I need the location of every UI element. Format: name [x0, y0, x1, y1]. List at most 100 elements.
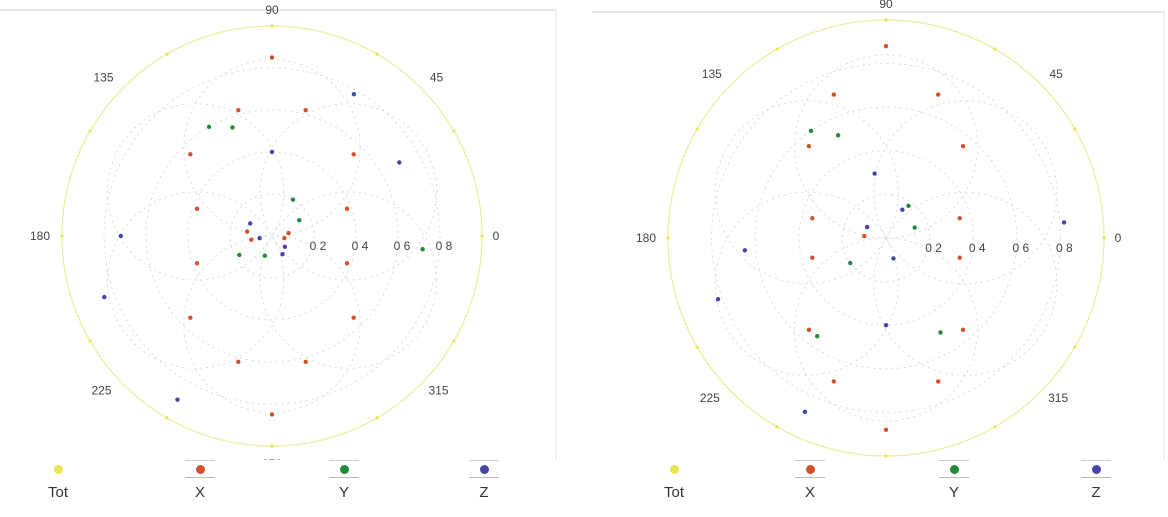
legend-line	[469, 460, 499, 461]
left-polar-chart: 0 45 90 135 180 225 270 315 0 2 0 4 0 6 0 8 Tot X Y…	[0, 0, 560, 517]
angle-tick-label: 270	[262, 457, 282, 460]
data-point-tot	[695, 127, 699, 131]
legend-dot	[670, 465, 679, 474]
radial-grid-circle	[798, 150, 974, 326]
legend-label-z: Z	[479, 484, 489, 501]
data-point-tot	[375, 52, 379, 56]
data-point-x	[351, 152, 356, 157]
legend-right: Tot X Y Z	[592, 460, 1168, 517]
data-point-x	[282, 235, 287, 241]
petal-grid-circle	[259, 103, 437, 281]
angle-tick-label: 315	[428, 383, 448, 397]
data-point-tot	[375, 416, 379, 420]
legend-dot	[54, 465, 63, 474]
data-point-tot	[480, 234, 484, 238]
data-point-z	[883, 323, 889, 328]
legend-marker-x	[185, 460, 215, 478]
angle-tick-label: 315	[1048, 391, 1068, 405]
legend-line	[469, 477, 499, 478]
legend-item-y: Y	[314, 460, 374, 501]
data-point-z	[257, 235, 262, 241]
data-point-x	[810, 255, 815, 260]
data-point-z	[872, 171, 877, 176]
data-point-x	[935, 92, 941, 97]
data-point-x	[883, 43, 889, 49]
angle-tick-label: 45	[430, 71, 444, 85]
petal-grid-circle	[183, 235, 361, 413]
legend-item-z: Z	[1066, 460, 1126, 501]
data-point-x	[269, 55, 275, 60]
legend-label-y: Y	[338, 484, 349, 501]
legend-line	[795, 477, 825, 478]
data-point-tot	[666, 236, 670, 240]
data-point-tot	[884, 18, 888, 22]
data-point-tot	[993, 425, 997, 429]
data-point-x	[194, 206, 200, 211]
data-point-tot	[884, 454, 888, 458]
data-point-x	[862, 233, 867, 239]
legend-item-tot: Tot	[28, 460, 88, 501]
petal-grid-circle	[714, 191, 899, 376]
petal-grid-circle	[794, 237, 978, 422]
legend-marker-tot	[43, 460, 73, 478]
data-point-x	[831, 379, 837, 384]
legend-item-x: X	[780, 460, 840, 501]
legend-marker-x	[795, 460, 825, 478]
data-point-x	[286, 230, 291, 236]
data-point-x	[188, 315, 193, 320]
radial-tick-label: 0 4	[969, 241, 986, 255]
data-point-y	[808, 128, 814, 134]
petal-grid-circle	[107, 191, 285, 369]
data-point-y	[297, 218, 302, 223]
data-point-x	[883, 427, 889, 433]
legend-line	[1081, 460, 1111, 461]
data-point-y	[206, 124, 212, 130]
data-point-tot	[452, 339, 456, 343]
data-point-z	[351, 91, 357, 97]
data-point-tot	[165, 52, 169, 56]
data-point-x	[810, 216, 815, 221]
legend-marker-y	[939, 460, 969, 478]
data-point-z	[900, 207, 905, 212]
legend-line	[185, 477, 215, 478]
legend-label-x: X	[804, 484, 815, 501]
radial-tick-label: 0 8	[436, 239, 453, 253]
petal-grid-circle	[259, 191, 437, 369]
radial-grid-circle	[103, 67, 441, 405]
legend-line	[939, 460, 969, 461]
data-point-x	[351, 315, 356, 320]
legend-dot	[480, 465, 489, 474]
legend-label-y: Y	[948, 484, 959, 501]
angle-tick-label: 135	[702, 67, 722, 81]
data-point-z	[802, 409, 808, 415]
legend-label-tot: Tot	[663, 484, 684, 501]
data-point-tot	[88, 339, 92, 343]
legend-item-y: Y	[924, 460, 984, 501]
legend-line	[795, 460, 825, 461]
data-point-x	[806, 143, 812, 149]
legend-marker-z	[469, 460, 499, 478]
legend-item-tot: Tot	[644, 460, 704, 501]
data-point-z	[864, 224, 870, 230]
data-point-tot	[775, 425, 779, 429]
data-point-tot	[1073, 127, 1077, 131]
data-point-x	[831, 92, 837, 97]
radial-tick-label: 0 2	[310, 239, 327, 253]
data-point-z	[102, 294, 107, 300]
data-point-x	[303, 108, 308, 113]
data-point-tot	[452, 129, 456, 133]
legend-marker-tot	[659, 460, 689, 478]
legend-line	[329, 460, 359, 461]
legend-item-z: Z	[454, 460, 514, 501]
polar-plot-left: 0 45 90 135 180 225 270 315 0 2 0 4 0 6 0 8	[0, 3, 557, 460]
radial-tick-label: 0 4	[352, 239, 369, 253]
data-point-tot	[270, 24, 274, 28]
legend-left: Tot X Y Z	[0, 460, 560, 517]
data-point-x	[344, 206, 350, 211]
data-point-y	[815, 334, 820, 339]
data-point-x	[960, 143, 966, 149]
petal-grid-circle	[794, 54, 978, 239]
petal-grid-circle	[873, 100, 1058, 285]
angle-tick-label: 45	[1049, 67, 1063, 81]
data-point-tot	[993, 47, 997, 51]
